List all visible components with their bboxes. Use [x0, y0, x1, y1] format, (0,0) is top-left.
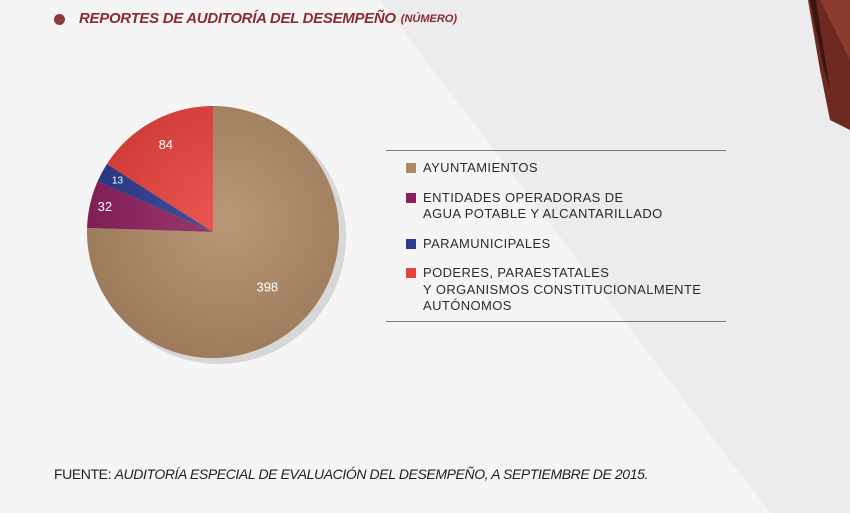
- legend-label: AYUNTAMIENTOS: [423, 160, 538, 175]
- legend-item-poderes-paraestatales: PODERES, PARAESTATALES Y ORGANISMOS CONS…: [406, 261, 726, 315]
- source-label: FUENTE:: [54, 466, 112, 482]
- legend-swatch: [406, 268, 416, 278]
- legend-swatch: [406, 192, 416, 203]
- slice-data-label: 13: [112, 175, 124, 186]
- source-text: AUDITORÍA ESPECIAL DE EVALUACIÓN DEL DES…: [114, 466, 649, 482]
- corner-decoration: [808, 0, 850, 130]
- slice-data-label: 32: [98, 199, 112, 214]
- legend-item-entidades-operadoras: ENTIDADES OPERADORAS DE AGUA POTABLE Y A…: [406, 186, 726, 232]
- chart-title-row: REPORTES DE AUDITORÍA DEL DESEMPEÑO (NÚM…: [54, 7, 457, 29]
- slice-data-label: 84: [159, 137, 173, 152]
- slice-data-label: 398: [256, 280, 278, 295]
- chart-legend: AYUNTAMIENTOS ENTIDADES OPERADORAS DE AG…: [386, 150, 726, 322]
- legend-item-ayuntamientos: AYUNTAMIENTOS: [406, 156, 726, 186]
- legend-swatch: [406, 163, 416, 173]
- chart-title-unit: (NÚMERO): [400, 13, 457, 25]
- legend-item-paramunicipales: PARAMUNICIPALES: [406, 232, 726, 262]
- title-bullet-icon: [54, 13, 65, 25]
- legend-label: PODERES, PARAESTATALES Y ORGANISMOS CONS…: [423, 265, 702, 313]
- source-note: FUENTE: AUDITORÍA ESPECIAL DE EVALUACIÓN…: [54, 466, 648, 482]
- legend-label: PARAMUNICIPALES: [423, 235, 551, 251]
- legend-label: ENTIDADES OPERADORAS DE AGUA POTABLE Y A…: [423, 189, 663, 222]
- legend-swatch: [406, 238, 416, 249]
- chart-title: REPORTES DE AUDITORÍA DEL DESEMPEÑO: [79, 9, 396, 27]
